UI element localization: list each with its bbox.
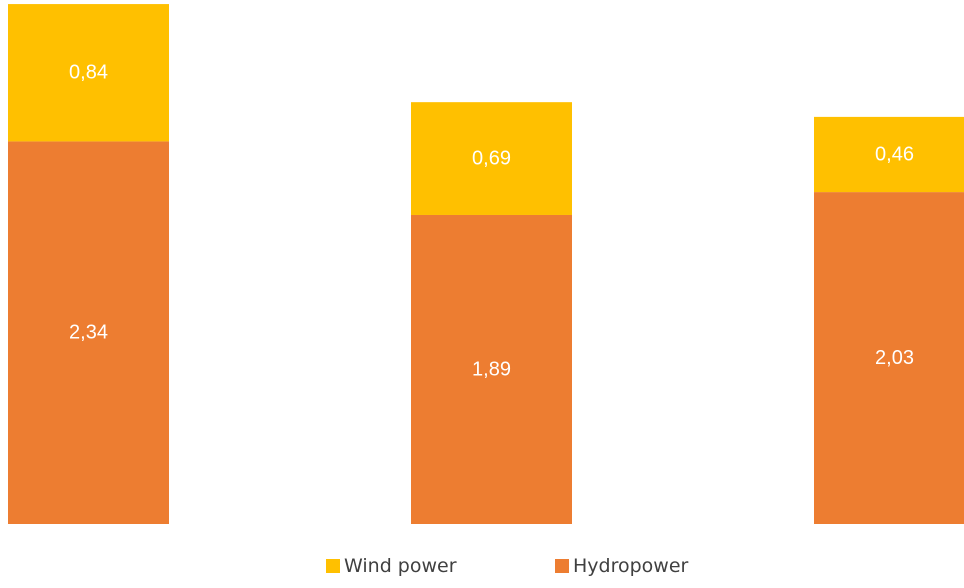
data-label-hydropower-2: 1,89: [472, 358, 511, 380]
bar-hydropower-1: [8, 141, 169, 524]
legend: Wind power Hydropower: [326, 555, 689, 577]
data-labels-layer: 2,34 0,84 1,89 0,69 2,03 0,46: [69, 62, 914, 381]
legend-label-hydropower: Hydropower: [573, 555, 689, 577]
data-label-hydropower-1: 2,34: [69, 322, 108, 344]
bar-wind-power-1: [8, 4, 169, 142]
bar-wind-power-3: [814, 116, 964, 193]
data-label-hydropower-3: 2,03: [875, 347, 914, 369]
bar-wind-power-2: [411, 102, 572, 215]
data-label-wind-power-2: 0,69: [472, 148, 511, 170]
data-label-wind-power-1: 0,84: [69, 62, 108, 84]
bar-hydropower-3: [814, 192, 964, 524]
data-label-wind-power-3: 0,46: [875, 143, 914, 165]
legend-swatch-hydropower: [555, 559, 569, 573]
bar-hydropower-2: [411, 214, 572, 525]
bars-layer: [8, 4, 964, 525]
legend-label-wind-power: Wind power: [344, 555, 457, 577]
legend-swatch-wind-power: [326, 559, 340, 573]
